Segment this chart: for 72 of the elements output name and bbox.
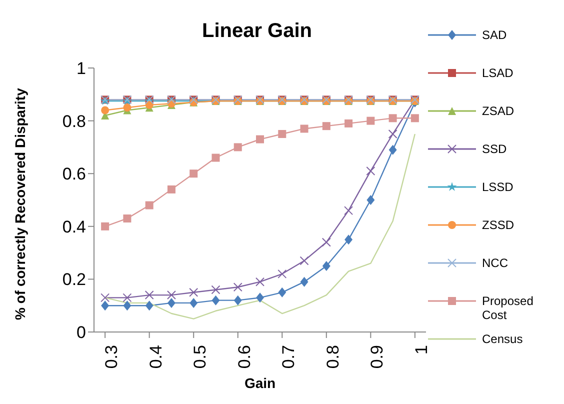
point — [123, 300, 132, 311]
point — [234, 143, 242, 152]
point — [344, 206, 354, 216]
y-tick-label: 1 — [76, 59, 86, 78]
point — [100, 293, 110, 302]
legend-label: Census — [482, 332, 524, 346]
x-tick-label: 0.5 — [190, 345, 210, 369]
point — [322, 238, 331, 247]
point — [234, 295, 242, 306]
point — [101, 222, 110, 230]
point — [144, 290, 154, 300]
line-series — [104, 133, 416, 320]
point — [190, 298, 198, 308]
y-tick-label: 0.6 — [62, 164, 86, 184]
x-tick-label: 0.6 — [234, 345, 254, 369]
point — [388, 130, 398, 138]
point — [211, 285, 220, 294]
legend-label: ZSAD — [482, 104, 516, 118]
point — [145, 201, 154, 210]
y-tick-label: 0.4 — [62, 217, 86, 236]
point — [322, 122, 330, 130]
y-axis-title: % of correctly Recovered Disparity — [12, 88, 28, 320]
legend-label: LSSD — [482, 180, 514, 194]
legend-label: NCC — [482, 256, 509, 270]
point — [410, 114, 419, 122]
chart-title: Linear Gain — [200, 20, 314, 43]
x-axis-title: Gain — [244, 375, 276, 391]
point — [123, 214, 132, 222]
point — [212, 295, 220, 306]
point — [366, 195, 375, 205]
point — [366, 166, 376, 176]
point — [256, 292, 264, 303]
point — [256, 135, 264, 144]
point — [388, 144, 397, 155]
x-tick-label: 0.9 — [368, 345, 387, 369]
point — [300, 256, 309, 266]
point — [344, 234, 353, 245]
point — [388, 114, 397, 122]
x-tick-label: 0.8 — [323, 345, 342, 369]
point — [167, 185, 176, 194]
legend-label: LSAD — [482, 66, 514, 80]
point — [300, 276, 308, 287]
point — [233, 282, 242, 292]
point — [212, 154, 220, 162]
point — [190, 170, 198, 178]
legend-label: ZSSD — [482, 218, 516, 232]
point — [145, 300, 154, 311]
point — [256, 277, 264, 286]
point — [278, 269, 287, 278]
point — [366, 116, 375, 125]
point — [300, 124, 308, 133]
point — [122, 293, 132, 302]
x-tick-label: 1 — [412, 345, 432, 354]
legend-label: SAD — [482, 28, 508, 42]
y-tick-label: 0.2 — [62, 270, 86, 290]
point — [278, 130, 286, 138]
point — [322, 261, 330, 271]
x-tick-label: 0.4 — [146, 345, 166, 369]
point — [167, 298, 176, 308]
x-tick-label: 0.7 — [279, 345, 298, 369]
legend-label: SSD — [482, 142, 508, 156]
point — [278, 287, 286, 298]
legend-label: Proposed Cost — [482, 294, 534, 322]
y-tick-label: 0.8 — [62, 112, 86, 131]
point — [344, 119, 353, 128]
point — [101, 300, 110, 311]
y-tick-label: 0 — [76, 323, 86, 342]
point — [166, 290, 176, 300]
point — [101, 106, 110, 114]
point — [189, 288, 198, 297]
point — [123, 104, 132, 112]
x-tick-label: 0.3 — [102, 345, 122, 369]
